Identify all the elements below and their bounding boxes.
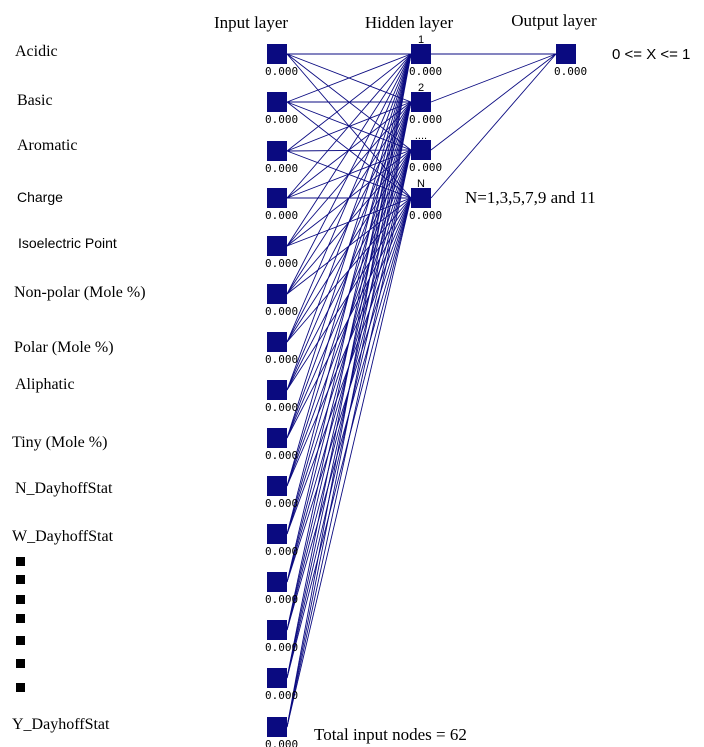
input-node-13	[267, 620, 287, 640]
input-node-15-value: 0.000	[265, 738, 298, 747]
input-label-7: Polar (Mole %)	[14, 339, 114, 356]
input-node-8	[267, 380, 287, 400]
edge-input-2-hidden-1	[286, 53, 412, 103]
edge-input-6-hidden-1	[286, 53, 412, 295]
edge-input-8-hidden-1	[286, 53, 412, 391]
input-node-7	[267, 332, 287, 352]
edge-hidden-2-output	[430, 53, 557, 103]
input-node-6	[267, 284, 287, 304]
edge-input-14-hidden-1	[286, 53, 412, 679]
edge-input-15-hidden-3	[286, 149, 412, 728]
ellipsis-square-6	[16, 659, 25, 668]
hidden-node-index-4: N	[417, 178, 425, 190]
edge-input-15-hidden-1	[286, 53, 412, 728]
hidden-node-2-value: 0.000	[409, 113, 442, 126]
input-node-11	[267, 524, 287, 544]
edge-input-15-hidden-2	[286, 101, 412, 728]
input-node-6-value: 0.000	[265, 305, 298, 318]
input-label-11: W_DayhoffStat	[12, 528, 114, 545]
input-layer-title: Input layer	[214, 13, 288, 32]
input-label-5: Isoelectric Point	[18, 235, 117, 251]
edge-input-15-hidden-4	[286, 197, 412, 728]
hidden-nodes: 0.000 1 0.000 2 0.000.... 0.000 N	[409, 34, 442, 222]
ellipsis-square-4	[16, 614, 25, 623]
input-node-12	[267, 572, 287, 592]
hidden-node-index-1: 1	[418, 34, 424, 46]
ellipsis-square-5	[16, 636, 25, 645]
input-label-12: Y_DayhoffStat	[12, 716, 110, 733]
input-feature-labels: Acidic Basic Aromatic Charge Isoelectric Poi…	[12, 43, 146, 733]
hidden-layer-title: Hidden layer	[365, 13, 454, 32]
input-node-14-value: 0.000	[265, 689, 298, 702]
hidden-node-2	[411, 92, 431, 112]
output-node-1	[556, 44, 576, 64]
input-label-9: Tiny (Mole %)	[12, 434, 107, 451]
hidden-node-4-value: 0.000	[409, 209, 442, 222]
hidden-node-index-2: 2	[418, 82, 424, 94]
input-node-10	[267, 476, 287, 496]
ellipsis-square-3	[16, 595, 25, 604]
hidden-node-3-value: 0.000	[409, 161, 442, 174]
ellipsis-markers	[16, 557, 25, 692]
edge-input-11-hidden-1	[286, 53, 412, 535]
output-nodes: 0.000	[554, 44, 587, 78]
input-node-4-value: 0.000	[265, 209, 298, 222]
output-layer-title: Output layer	[511, 11, 597, 30]
input-node-14	[267, 668, 287, 688]
hidden-node-1-value: 0.000	[409, 65, 442, 78]
input-node-9-value: 0.000	[265, 449, 298, 462]
edge-hidden-3-output	[430, 53, 557, 151]
input-nodes: 0.000 0.000 0.000 0.000 0.000 0.000 0.000 0.000…	[265, 44, 298, 747]
edge-hidden-4-output	[430, 53, 557, 199]
input-label-6: Non-polar (Mole %)	[14, 284, 146, 301]
input-label-3: Aromatic	[17, 137, 77, 154]
input-node-5	[267, 236, 287, 256]
connection-edges	[286, 53, 557, 728]
input-label-10: N_DayhoffStat	[15, 480, 113, 497]
input-node-7-value: 0.000	[265, 353, 298, 366]
ellipsis-square-2	[16, 575, 25, 584]
input-node-15	[267, 717, 287, 737]
input-label-1: Acidic	[15, 43, 58, 60]
edge-input-9-hidden-1	[286, 53, 412, 439]
edge-input-13-hidden-1	[286, 53, 412, 631]
edge-input-4-hidden-1	[286, 53, 412, 199]
input-label-4: Charge	[17, 189, 63, 205]
hidden-count-note: N=1,3,5,7,9 and 11	[465, 188, 596, 207]
input-node-2-value: 0.000	[265, 113, 298, 126]
input-node-9	[267, 428, 287, 448]
input-node-2	[267, 92, 287, 112]
hidden-node-1	[411, 44, 431, 64]
input-node-1	[267, 44, 287, 64]
ellipsis-square-7	[16, 683, 25, 692]
input-node-13-value: 0.000	[265, 641, 298, 654]
input-node-4	[267, 188, 287, 208]
hidden-node-index-3: ....	[415, 130, 427, 142]
edge-input-3-hidden-1	[286, 53, 412, 152]
hidden-node-4	[411, 188, 431, 208]
input-node-10-value: 0.000	[265, 497, 298, 510]
edge-input-10-hidden-1	[286, 53, 412, 487]
input-node-1-value: 0.000	[265, 65, 298, 78]
input-node-12-value: 0.000	[265, 593, 298, 606]
edge-input-5-hidden-1	[286, 53, 412, 247]
input-label-2: Basic	[17, 92, 53, 109]
input-node-5-value: 0.000	[265, 257, 298, 270]
output-range-note: 0 <= X <= 1	[612, 46, 690, 63]
input-node-11-value: 0.000	[265, 545, 298, 558]
input-label-8: Aliphatic	[15, 376, 75, 393]
hidden-node-3	[411, 140, 431, 160]
input-node-3-value: 0.000	[265, 162, 298, 175]
edge-input-7-hidden-1	[286, 53, 412, 343]
input-node-3	[267, 141, 287, 161]
output-node-1-value: 0.000	[554, 65, 587, 78]
ellipsis-square-1	[16, 557, 25, 566]
input-node-8-value: 0.000	[265, 401, 298, 414]
edge-input-12-hidden-1	[286, 53, 412, 583]
total-inputs-note: Total input nodes = 62	[314, 725, 467, 744]
